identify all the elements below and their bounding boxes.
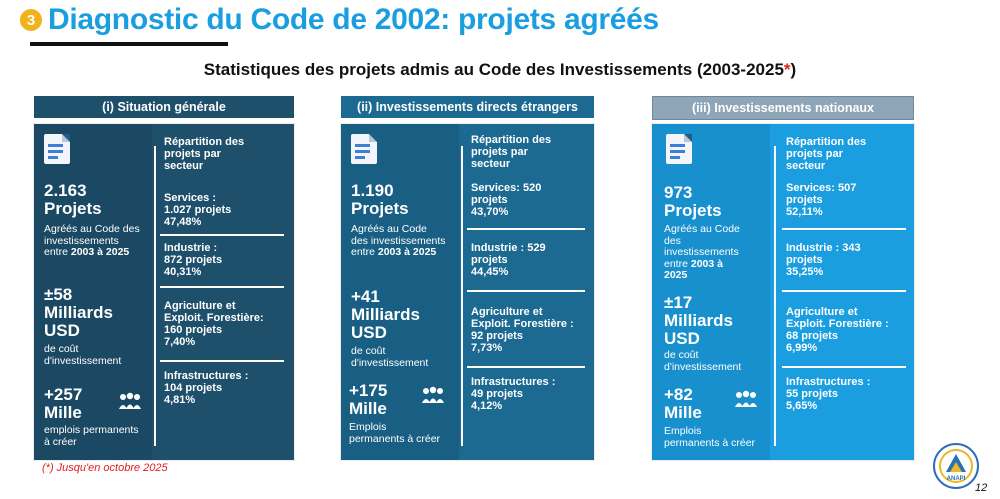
investment-amount: ±58: [44, 285, 73, 304]
anapi-logo-icon: ANAPI: [933, 443, 979, 489]
amount-currency: USD: [44, 321, 80, 340]
section-number-badge: 3: [20, 9, 42, 31]
sector-infrastructure: Infrastructures :49 projets 4,12%: [471, 376, 556, 412]
sector-infrastructure: Infrastructures : 55 projets 5,65%: [786, 376, 871, 412]
approved-text: Agréés au Code des investissements entre…: [44, 223, 140, 258]
investment-amount: ±17: [664, 293, 693, 312]
column-heading: (iii) Investissements nationaux: [652, 96, 914, 120]
sector-title: Répartition des projets par secteur: [786, 136, 867, 172]
people-icon: [735, 390, 757, 407]
projects-count: 973: [664, 183, 693, 202]
column-divider: [774, 146, 776, 446]
sector-divider: [160, 234, 284, 236]
people-icon: [422, 386, 444, 403]
column-panel: 2.163 Projets Agréés au Code des investi…: [34, 124, 294, 460]
amount-unit: Milliards: [44, 303, 113, 322]
document-icon: [44, 134, 70, 164]
amount-unit: Milliards: [664, 311, 733, 330]
sector-divider: [782, 366, 906, 368]
approved-text: Agréés au Code des investissements entre…: [664, 223, 740, 281]
column-heading: (ii) Investissements directs étrangers: [341, 96, 594, 118]
projects-word: Projets: [664, 201, 722, 220]
logo-text: ANAPI: [947, 476, 966, 482]
sector-services: Services: 520 projets 43,70%: [471, 182, 542, 218]
document-icon: [666, 134, 692, 164]
approved-text: Agréés au Code des investissements entre…: [351, 223, 446, 258]
page-title: Diagnostic du Code de 2002: projets agré…: [48, 3, 659, 36]
jobs-count: +257: [44, 385, 83, 404]
sector-title: Répartition des projets par secteur: [164, 136, 245, 172]
column-divider: [154, 146, 156, 446]
sector-industry: Industrie :872 projets 40,31%: [164, 242, 223, 278]
sector-services: Services :1.027 projets 47,48%: [164, 192, 232, 228]
investment-amount: +41: [351, 287, 380, 306]
summary-panel: [34, 124, 152, 460]
amount-currency: USD: [664, 329, 700, 348]
sector-divider: [467, 290, 585, 292]
sector-industry: Industrie : 343 projets 35,25%: [786, 242, 861, 278]
jobs-unit: Mille: [44, 403, 82, 422]
column-heading: (i) Situation générale: [34, 96, 294, 118]
people-icon: [119, 392, 141, 409]
jobs-unit: Mille: [664, 403, 702, 422]
column-national: (iii) Investissements nationaux 973 Proj…: [652, 96, 914, 460]
jobs-description: emplois permanents à créer: [44, 424, 139, 448]
summary-panel: [341, 124, 459, 460]
jobs-unit: Mille: [349, 399, 387, 418]
title-row: 3 Diagnostic du Code de 2002: projets ag…: [20, 2, 659, 38]
page-number: 12: [975, 482, 988, 494]
jobs-description: Emplois permanents à créer: [664, 425, 756, 449]
projects-count: 2.163: [44, 181, 87, 200]
column-divider: [461, 146, 463, 446]
projects-word: Projets: [351, 199, 409, 218]
sector-divider: [160, 360, 284, 362]
sector-agriculture: Agriculture et Exploit. Forestière :92 pr…: [471, 306, 574, 354]
column-general: (i) Situation générale 2.163 Projets Agr…: [34, 96, 294, 460]
sector-divider: [467, 228, 585, 230]
amount-description: de coût d'investissement: [664, 349, 742, 373]
jobs-count: +175: [349, 381, 388, 400]
sector-divider: [467, 366, 585, 368]
sector-title: Répartition des projets par secteur: [471, 134, 552, 170]
column-fdi: (ii) Investissements directs étrangers 1…: [341, 96, 594, 460]
projects-count: 1.190: [351, 181, 394, 200]
amount-description: de coût d'investissement: [351, 345, 429, 369]
footnote: (*) Jusqu'en octobre 2025: [42, 462, 168, 474]
column-panel: 1.190 Projets Agréés au Code des investi…: [341, 124, 594, 460]
sector-divider: [160, 286, 284, 288]
jobs-count: +82: [664, 385, 693, 404]
sector-divider: [782, 290, 906, 292]
sector-divider: [782, 228, 906, 230]
amount-description: de coût d'investissement: [44, 343, 122, 367]
sector-agriculture: Agriculture et Exploit. Forestière: 160 pr…: [164, 300, 264, 348]
sector-industry: Industrie : 529 projets 44,45%: [471, 242, 546, 278]
summary-panel: [652, 124, 770, 460]
title-underline: [30, 42, 228, 46]
amount-currency: USD: [351, 323, 387, 342]
projects-word: Projets: [44, 199, 102, 218]
document-icon: [351, 134, 377, 164]
sector-services: Services: 507 projets 52,11%: [786, 182, 857, 218]
sector-agriculture: Agriculture et Exploit. Forestière :68 pr…: [786, 306, 889, 354]
page-subtitle: Statistiques des projets admis au Code d…: [203, 60, 797, 79]
amount-unit: Milliards: [351, 305, 420, 324]
column-panel: 973 Projets Agréés au Code des investiss…: [652, 124, 914, 460]
sector-infrastructure: Infrastructures :104 projets 4,81%: [164, 370, 249, 406]
jobs-description: Emplois permanents à créer: [349, 421, 441, 445]
